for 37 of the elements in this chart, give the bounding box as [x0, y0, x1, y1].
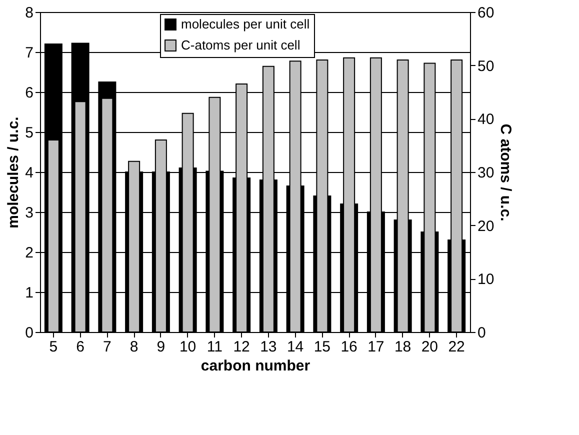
y2-tick-label: 40 [478, 111, 494, 128]
x-tick-label: 16 [340, 338, 358, 356]
y-tick-label: 1 [25, 284, 34, 302]
x-tick-label: 9 [156, 338, 166, 356]
y-axis-title: molecules / u.c. [5, 116, 22, 228]
x-tick-label: 20 [421, 338, 438, 356]
x-tick-label: 15 [314, 338, 331, 356]
y-tick-label: 0 [25, 324, 34, 342]
y2-tick-label: 20 [478, 218, 494, 235]
y-tick-label: 8 [25, 4, 34, 22]
x-tick-label: 13 [260, 338, 277, 356]
y2-tick-label: 0 [478, 324, 486, 342]
y-tick-label: 2 [25, 244, 34, 262]
x-tick-label: 17 [368, 338, 384, 356]
x-tick-label: 5 [49, 338, 58, 356]
y-tick-label: 3 [25, 204, 34, 222]
y2-axis-title: C atoms / u.c. [497, 124, 514, 222]
y2-tick-label: 60 [478, 4, 494, 22]
x-tick-label: 10 [179, 338, 196, 356]
y-tick-label: 5 [25, 124, 34, 142]
x-tick-label: 18 [394, 338, 412, 356]
legend-label: C-atoms per unit cell [181, 38, 300, 52]
y-tick-label: 4 [25, 164, 34, 182]
y-tick-label: 7 [25, 44, 34, 62]
x-tick-label: 22 [448, 338, 465, 356]
y2-tick-label: 10 [478, 271, 494, 288]
x-tick-label: 14 [286, 338, 304, 356]
x-axis-title: carbon number [200, 358, 310, 374]
legend-label: molecules per unit cell [181, 16, 310, 32]
x-tick-label: 8 [130, 338, 138, 356]
x-tick-label: 6 [76, 338, 84, 356]
y-tick-label: 6 [25, 84, 34, 102]
y2-tick-label: 30 [478, 164, 494, 182]
x-tick-label: 12 [233, 338, 250, 356]
x-tick-label: 11 [206, 338, 222, 356]
y2-tick-label: 50 [478, 58, 494, 75]
x-tick-label: 7 [103, 338, 112, 356]
